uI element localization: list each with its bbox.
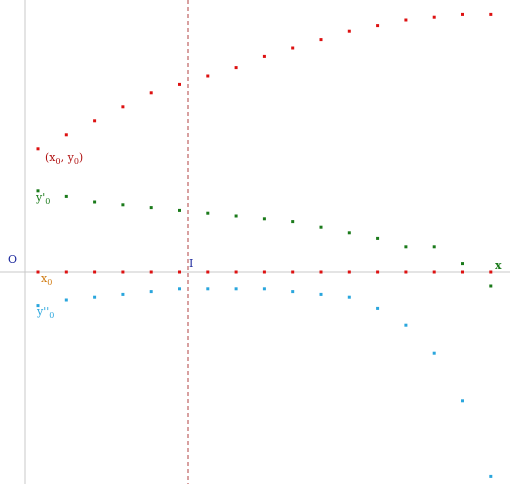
y-prime-subscript: 0 — [45, 197, 50, 206]
point-y2-15 — [461, 399, 464, 403]
y-double-prime-0-label: y''0 — [36, 305, 54, 320]
point-y2-7 — [234, 287, 238, 291]
initial-point-mid: , y — [61, 151, 75, 164]
point-y-10 — [319, 38, 323, 42]
initial-point-sub-x: 0 — [56, 157, 61, 166]
point-axis-5 — [178, 270, 181, 274]
point-y2-6 — [206, 287, 210, 291]
point-axis-8 — [262, 270, 266, 274]
point-y-2 — [93, 119, 97, 123]
initial-point-label: (x0, y0) — [45, 151, 83, 166]
series-y — [36, 12, 493, 151]
x0-base: x — [41, 272, 48, 285]
point-y2-14 — [432, 351, 436, 355]
point-y1-13 — [404, 245, 408, 249]
point-y-6 — [206, 74, 210, 78]
point-y2-2 — [93, 295, 97, 299]
point-axis-14 — [432, 270, 436, 274]
point-y1-6 — [206, 211, 210, 215]
point-y2-5 — [178, 287, 181, 291]
origin-label: O — [8, 253, 17, 266]
series-y2 — [36, 287, 493, 478]
point-axis-2 — [93, 270, 97, 274]
series-axis — [36, 270, 493, 274]
x0-subscript: 0 — [47, 278, 52, 287]
point-y-11 — [347, 29, 351, 33]
point-axis-1 — [64, 270, 68, 274]
point-y2-8 — [262, 287, 266, 291]
point-axis-10 — [319, 270, 323, 274]
point-y2-3 — [121, 292, 125, 296]
x0-label: x0 — [41, 272, 52, 287]
initial-point-sub-y: 0 — [74, 157, 79, 166]
point-y-1 — [64, 133, 68, 137]
point-y-7 — [234, 66, 238, 70]
point-y2-1 — [64, 298, 68, 302]
initial-point-open: (x — [45, 151, 56, 164]
y-prime-0-label: y'0 — [35, 191, 50, 206]
point-y-12 — [376, 24, 380, 28]
y-double-prime-subscript: 0 — [49, 311, 54, 320]
point-y1-2 — [93, 200, 97, 204]
point-y1-15 — [461, 262, 464, 266]
point-y-4 — [149, 91, 153, 95]
point-axis-13 — [404, 270, 408, 274]
point-y2-10 — [319, 292, 323, 296]
point-axis-15 — [461, 270, 464, 274]
point-y-13 — [404, 18, 408, 22]
point-y1-8 — [262, 217, 266, 221]
point-y1-3 — [121, 203, 125, 207]
labels: O I x x0 (x0, y0) y'0 y''0 — [8, 151, 502, 320]
point-y1-0 — [36, 189, 40, 193]
point-y2-16 — [489, 474, 493, 478]
point-y-8 — [262, 54, 266, 58]
point-axis-4 — [149, 270, 153, 274]
x-axis-label: x — [495, 259, 502, 272]
series-y1 — [36, 189, 493, 288]
point-I-label: I — [189, 257, 193, 270]
point-axis-11 — [347, 270, 351, 274]
data-points — [36, 12, 493, 478]
point-y-9 — [291, 46, 295, 50]
point-y1-9 — [291, 220, 295, 224]
point-axis-6 — [206, 270, 210, 274]
point-y-5 — [178, 82, 181, 86]
y-prime-base: y' — [35, 191, 45, 204]
point-y1-11 — [347, 231, 351, 235]
point-axis-3 — [121, 270, 125, 274]
point-y2-11 — [347, 295, 351, 299]
point-y2-12 — [376, 306, 380, 310]
y-double-prime-base: y'' — [36, 305, 49, 318]
point-y2-0 — [36, 304, 40, 308]
point-y1-7 — [234, 214, 238, 218]
initial-point-close: ) — [79, 151, 83, 164]
point-y-15 — [461, 12, 464, 16]
point-y-3 — [121, 105, 125, 109]
point-axis-7 — [234, 270, 238, 274]
point-axis-9 — [291, 270, 295, 274]
point-y-14 — [432, 15, 436, 19]
point-y2-4 — [149, 290, 153, 294]
point-axis-16 — [489, 270, 493, 274]
point-y-0 — [36, 147, 40, 151]
point-y-16 — [489, 12, 493, 16]
point-y1-16 — [489, 284, 493, 288]
point-y2-9 — [291, 290, 295, 294]
point-y1-14 — [432, 245, 436, 249]
point-y2-13 — [404, 323, 408, 327]
point-y1-12 — [376, 236, 380, 240]
point-y1-1 — [64, 194, 68, 198]
point-y1-5 — [178, 208, 181, 212]
point-y1-10 — [319, 225, 323, 229]
point-axis-0 — [36, 270, 40, 274]
point-y1-4 — [149, 206, 153, 210]
point-axis-12 — [376, 270, 380, 274]
